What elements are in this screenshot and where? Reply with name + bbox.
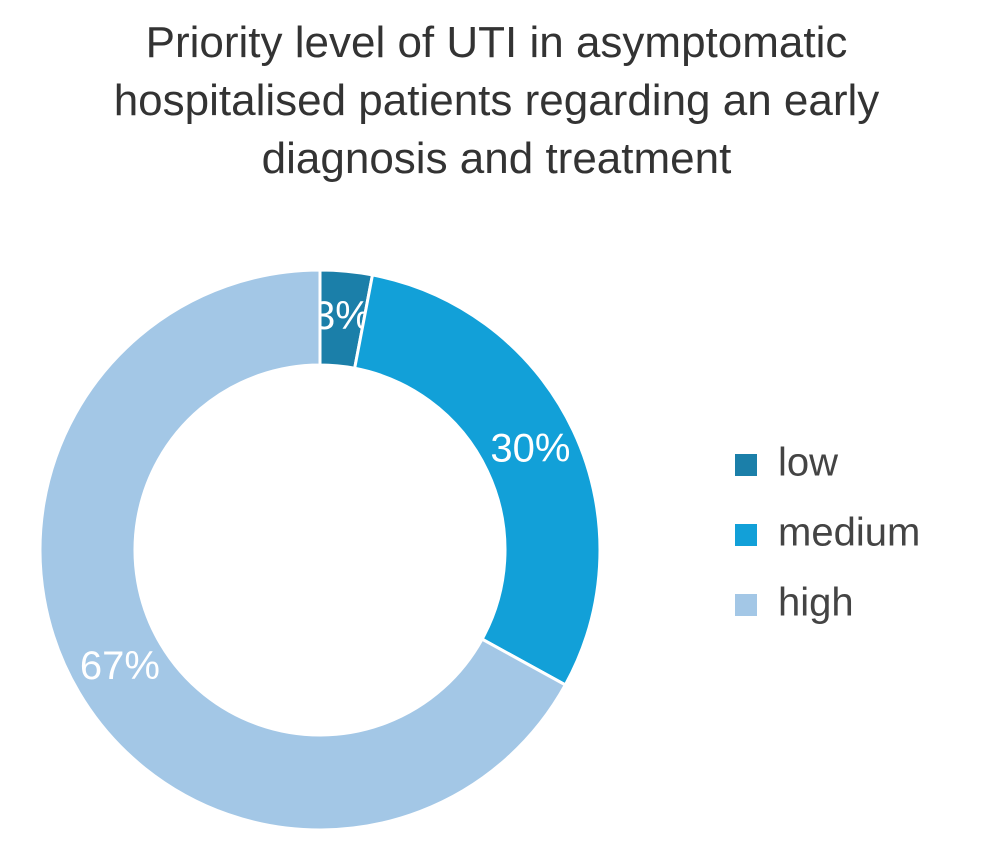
donut-segment <box>38 268 568 832</box>
legend-label: high <box>778 581 854 625</box>
data-label: 30% <box>490 427 570 471</box>
data-label: 67% <box>80 644 160 688</box>
legend-label: low <box>778 441 838 485</box>
legend-swatch <box>735 454 757 476</box>
legend-swatch <box>735 594 757 616</box>
chart-title: Priority level of UTI in asymptomatic ho… <box>113 18 880 183</box>
legend-label: medium <box>778 511 920 555</box>
donut-segment <box>352 273 602 687</box>
legend-swatch <box>735 524 757 546</box>
